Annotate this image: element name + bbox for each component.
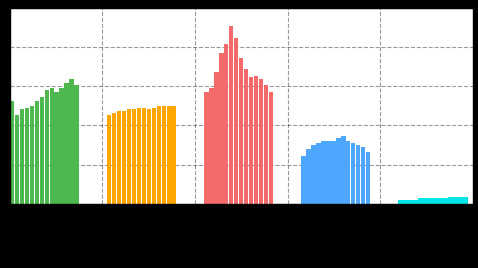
Bar — [219, 53, 224, 204]
Bar — [162, 106, 166, 204]
Bar — [438, 198, 443, 204]
Bar — [423, 198, 428, 204]
Bar — [122, 111, 126, 204]
Bar — [152, 108, 156, 204]
Bar — [40, 97, 44, 204]
Bar — [403, 200, 408, 204]
Bar — [433, 198, 438, 204]
Bar — [301, 156, 306, 204]
Bar — [10, 100, 14, 204]
Bar — [229, 26, 233, 204]
Bar — [413, 200, 418, 204]
Bar — [234, 38, 239, 204]
Bar — [30, 106, 34, 204]
Bar — [75, 84, 79, 204]
Bar — [453, 196, 457, 204]
Bar — [15, 115, 19, 204]
Bar — [321, 142, 326, 204]
Bar — [54, 92, 59, 204]
Bar — [269, 92, 273, 204]
Bar — [316, 143, 321, 204]
Bar — [264, 84, 268, 204]
Bar — [428, 198, 433, 204]
Bar — [408, 200, 413, 204]
Bar — [259, 79, 263, 204]
Bar — [336, 138, 340, 204]
Bar — [166, 106, 171, 204]
Bar — [117, 111, 121, 204]
Bar — [214, 72, 218, 204]
Bar — [418, 198, 423, 204]
Bar — [366, 152, 370, 204]
Bar — [244, 69, 249, 204]
Bar — [147, 109, 151, 204]
Bar — [59, 88, 64, 204]
Bar — [331, 142, 336, 204]
Bar — [172, 106, 176, 204]
Bar — [204, 92, 208, 204]
Bar — [25, 108, 29, 204]
Bar — [34, 100, 39, 204]
Bar — [448, 196, 453, 204]
Bar — [224, 44, 228, 204]
Bar — [239, 58, 243, 204]
Bar — [458, 196, 463, 204]
Bar — [107, 115, 111, 204]
Bar — [65, 83, 69, 204]
Bar — [346, 142, 350, 204]
Bar — [127, 109, 131, 204]
Bar — [112, 113, 117, 204]
Bar — [254, 76, 258, 204]
Bar — [209, 88, 214, 204]
Bar — [341, 136, 346, 204]
Bar — [398, 200, 403, 204]
Bar — [69, 79, 74, 204]
Bar — [356, 145, 360, 204]
Bar — [306, 148, 311, 204]
Bar — [157, 106, 161, 204]
Bar — [141, 108, 146, 204]
Bar — [326, 142, 331, 204]
Bar — [351, 143, 356, 204]
Bar — [20, 109, 24, 204]
Bar — [50, 88, 54, 204]
Bar — [443, 198, 447, 204]
Bar — [44, 90, 49, 204]
Bar — [137, 108, 141, 204]
Bar — [132, 109, 136, 204]
Bar — [249, 77, 253, 204]
Bar — [463, 196, 467, 204]
Bar — [311, 145, 315, 204]
Bar — [361, 147, 365, 204]
